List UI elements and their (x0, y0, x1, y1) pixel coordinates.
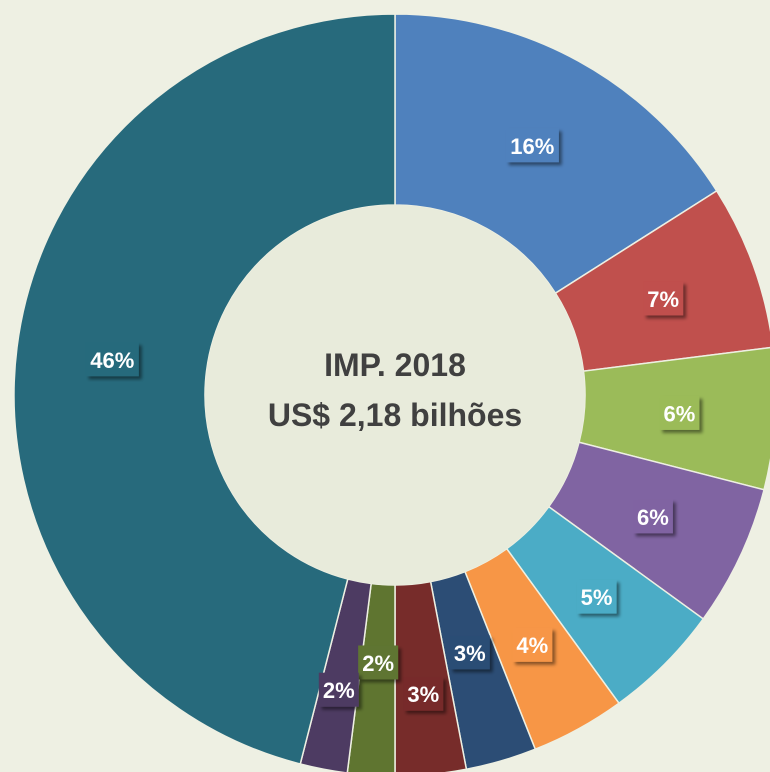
data-label: 6% (637, 505, 669, 530)
donut-hole (205, 205, 585, 585)
data-label: 6% (664, 401, 696, 426)
label-box (318, 672, 359, 707)
label-box (643, 281, 684, 316)
data-label: 46% (90, 348, 134, 373)
data-label: 2% (323, 678, 355, 703)
data-label: 3% (454, 641, 486, 666)
data-label: 16% (510, 134, 554, 159)
label-box (576, 579, 617, 614)
data-label: 3% (407, 682, 439, 707)
label-box (403, 676, 444, 711)
labels: 16% 7% 6% 6% 5% 4% 3% 3% 2% 2% 46% (85, 128, 700, 711)
label-box (659, 395, 700, 430)
data-label: 7% (647, 287, 679, 312)
data-label: 2% (362, 651, 394, 676)
label-box (632, 499, 673, 534)
data-label: 5% (581, 585, 613, 610)
label-box (358, 645, 399, 680)
data-label: 4% (516, 633, 548, 658)
label-box (512, 627, 553, 662)
chart-subtitle: US$ 2,18 bilhões (268, 397, 522, 433)
label-box (449, 635, 490, 670)
label-box (505, 128, 559, 163)
label-box (85, 342, 139, 377)
chart-title: IMP. 2018 (324, 347, 466, 383)
